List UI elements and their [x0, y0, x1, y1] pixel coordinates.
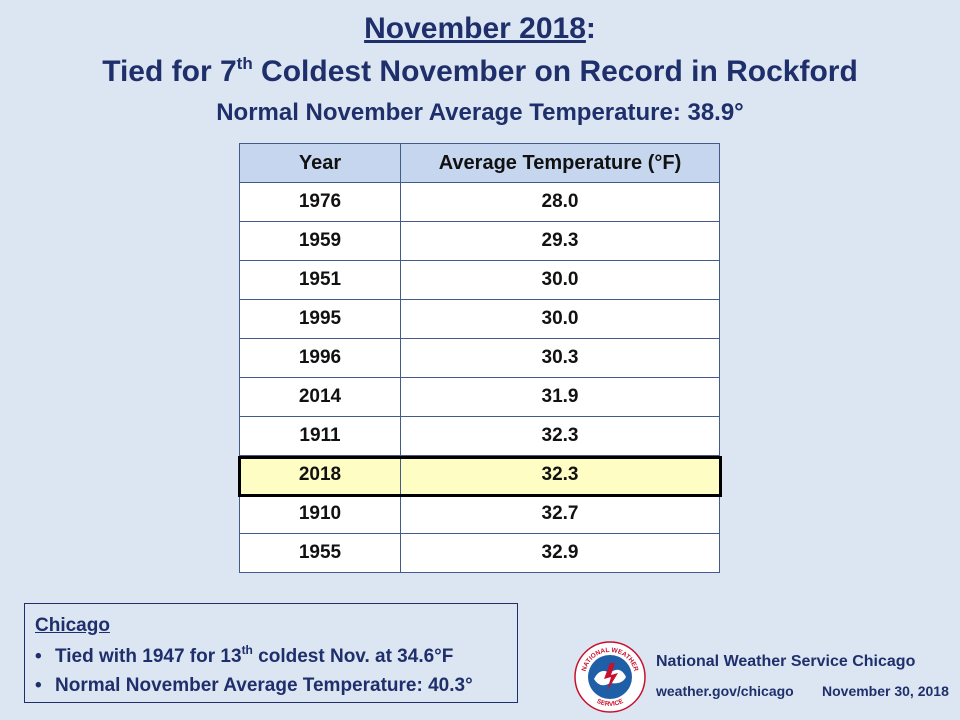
title-month: November 2018: [364, 12, 586, 45]
year-cell: 1955: [239, 533, 401, 573]
year-cell: 1976: [239, 182, 401, 222]
temperature-cell: 30.3: [400, 338, 720, 378]
year-cell: 1910: [239, 494, 401, 534]
temperature-cell: 28.0: [400, 182, 720, 222]
year-cell: 1995: [239, 299, 401, 339]
table-row: 1951 30.0: [239, 260, 720, 300]
table-row: 2014 31.9: [239, 377, 720, 417]
table-row: 1910 32.7: [239, 494, 720, 534]
table-row-highlighted: 2018 32.3: [239, 455, 720, 495]
publish-date: November 30, 2018: [822, 683, 949, 699]
table-row: 1976 28.0: [239, 182, 720, 222]
subtitle-prefix: Tied for 7: [102, 55, 237, 88]
table-row: 1959 29.3: [239, 221, 720, 261]
temperature-cell: 32.3: [400, 455, 720, 495]
table-row: 1995 30.0: [239, 299, 720, 339]
temperature-cell: 32.7: [400, 494, 720, 534]
year-cell: 1996: [239, 338, 401, 378]
chicago-rank-prefix: Tied with 1947 for 13: [55, 646, 242, 667]
normal-temperature-line: Normal November Average Temperature: 38.…: [216, 99, 744, 126]
temperature-cell: 30.0: [400, 299, 720, 339]
year-cell: 1911: [239, 416, 401, 456]
chicago-normal-text: Normal November Average Temperature: 40.…: [55, 675, 473, 696]
svg-text:SERVICE: SERVICE: [595, 698, 625, 709]
year-cell: 1959: [239, 221, 401, 261]
year-cell: 1951: [239, 260, 401, 300]
subtitle-ordinal: th: [236, 54, 253, 73]
subtitle-suffix: Coldest November on Record in Rockford: [252, 55, 858, 88]
chicago-info-box: Chicago • Tied with 1947 for 13th coldest…: [24, 603, 518, 703]
column-header-year: Year: [239, 143, 401, 183]
table-row: 1911 32.3: [239, 416, 720, 456]
temperature-cell: 32.3: [400, 416, 720, 456]
chicago-rank-suffix: coldest Nov. at 34.6°F: [252, 646, 454, 667]
chicago-title: Chicago: [35, 615, 110, 636]
temperature-cell: 30.0: [400, 260, 720, 300]
nws-logo-icon: NATIONAL WEATHER SERVICE: [574, 641, 646, 713]
chicago-normal-item: • Normal November Average Temperature: 40…: [35, 675, 473, 697]
temperature-cell: 29.3: [400, 221, 720, 261]
page-subtitle: Tied for 7th Coldest November on Record …: [0, 55, 960, 89]
table-row: 1955 32.9: [239, 533, 720, 573]
chicago-rank-ordinal: th: [241, 643, 253, 657]
year-cell: 2018: [239, 455, 401, 495]
bullet-icon: •: [35, 675, 42, 696]
temperature-cell: 31.9: [400, 377, 720, 417]
bullet-icon: •: [35, 646, 42, 667]
column-header-temperature: Average Temperature (°F): [400, 143, 720, 183]
page-title: November 2018:: [0, 12, 960, 46]
title-colon: :: [585, 12, 596, 45]
year-cell: 2014: [239, 377, 401, 417]
chicago-rank-item: • Tied with 1947 for 13th coldest Nov. at…: [35, 643, 454, 668]
coldest-november-table: Year Average Temperature (°F) 1976 28.0 1…: [239, 143, 720, 573]
agency-url: weather.gov/chicago: [656, 683, 794, 699]
table-header-row: Year Average Temperature (°F): [239, 143, 720, 183]
temperature-cell: 32.9: [400, 533, 720, 573]
table-row: 1996 30.3: [239, 338, 720, 378]
agency-name: National Weather Service Chicago: [656, 653, 916, 670]
